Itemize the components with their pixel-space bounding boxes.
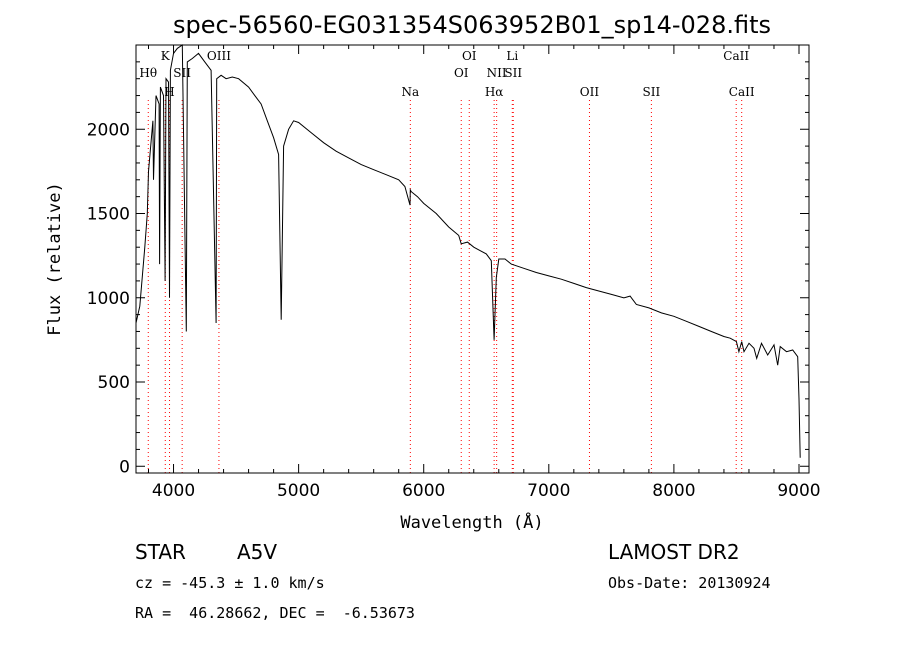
y-axis: 0 500 1000 1500 2000 (87, 61, 809, 477)
y-tick-label: 1000 (87, 289, 130, 309)
obs-date: Obs-Date: 20130924 (608, 574, 771, 592)
marker-label: OI (454, 66, 469, 80)
marker-label: OI (462, 49, 477, 63)
y-tick-label: 2000 (87, 120, 130, 140)
x-tick-label: 4000 (152, 481, 195, 501)
spectrum-line (135, 44, 801, 458)
marker-label: Hθ (139, 66, 157, 80)
marker-label: NII (487, 66, 507, 80)
x-tick-label: 9000 (777, 481, 820, 501)
coordinates: RA = 46.28662, DEC = -6.53673 (135, 604, 415, 622)
marker-label: Li (506, 49, 518, 63)
x-tick-label: 5000 (277, 481, 320, 501)
redshift-text: cz = -45.3 ± 1.0 km/s (135, 574, 325, 592)
marker-label: Na (402, 85, 420, 99)
y-tick-label: 500 (98, 373, 130, 393)
x-tick-label: 6000 (402, 481, 445, 501)
object-class: STAR (135, 540, 186, 564)
y-axis-label: Flux (relative) (45, 182, 65, 336)
chart-title: spec-56560-EG031354S063952B01_sp14-028.f… (173, 11, 771, 39)
y-tick-label: 0 (119, 457, 130, 477)
marker-label: OIII (207, 49, 231, 63)
marker-label: H (164, 85, 174, 99)
marker-label: SII (504, 66, 522, 80)
x-tick-label: 8000 (652, 481, 695, 501)
marker-label: CaII (729, 85, 755, 99)
marker-label: SII (643, 85, 661, 99)
marker-label: K (161, 49, 171, 63)
marker-label: Hα (485, 85, 504, 99)
x-axis: 4000 5000 6000 7000 8000 9000 (148, 45, 821, 501)
marker-label: OII (580, 85, 600, 99)
marker-label: CaII (723, 49, 749, 63)
survey-name: LAMOST DR2 (608, 540, 740, 564)
y-tick-label: 1500 (87, 205, 130, 225)
x-tick-label: 7000 (527, 481, 570, 501)
plot-frame (135, 44, 810, 474)
x-axis-label: Wavelength (Å) (400, 511, 543, 533)
spectral-subclass: A5V (237, 540, 278, 564)
